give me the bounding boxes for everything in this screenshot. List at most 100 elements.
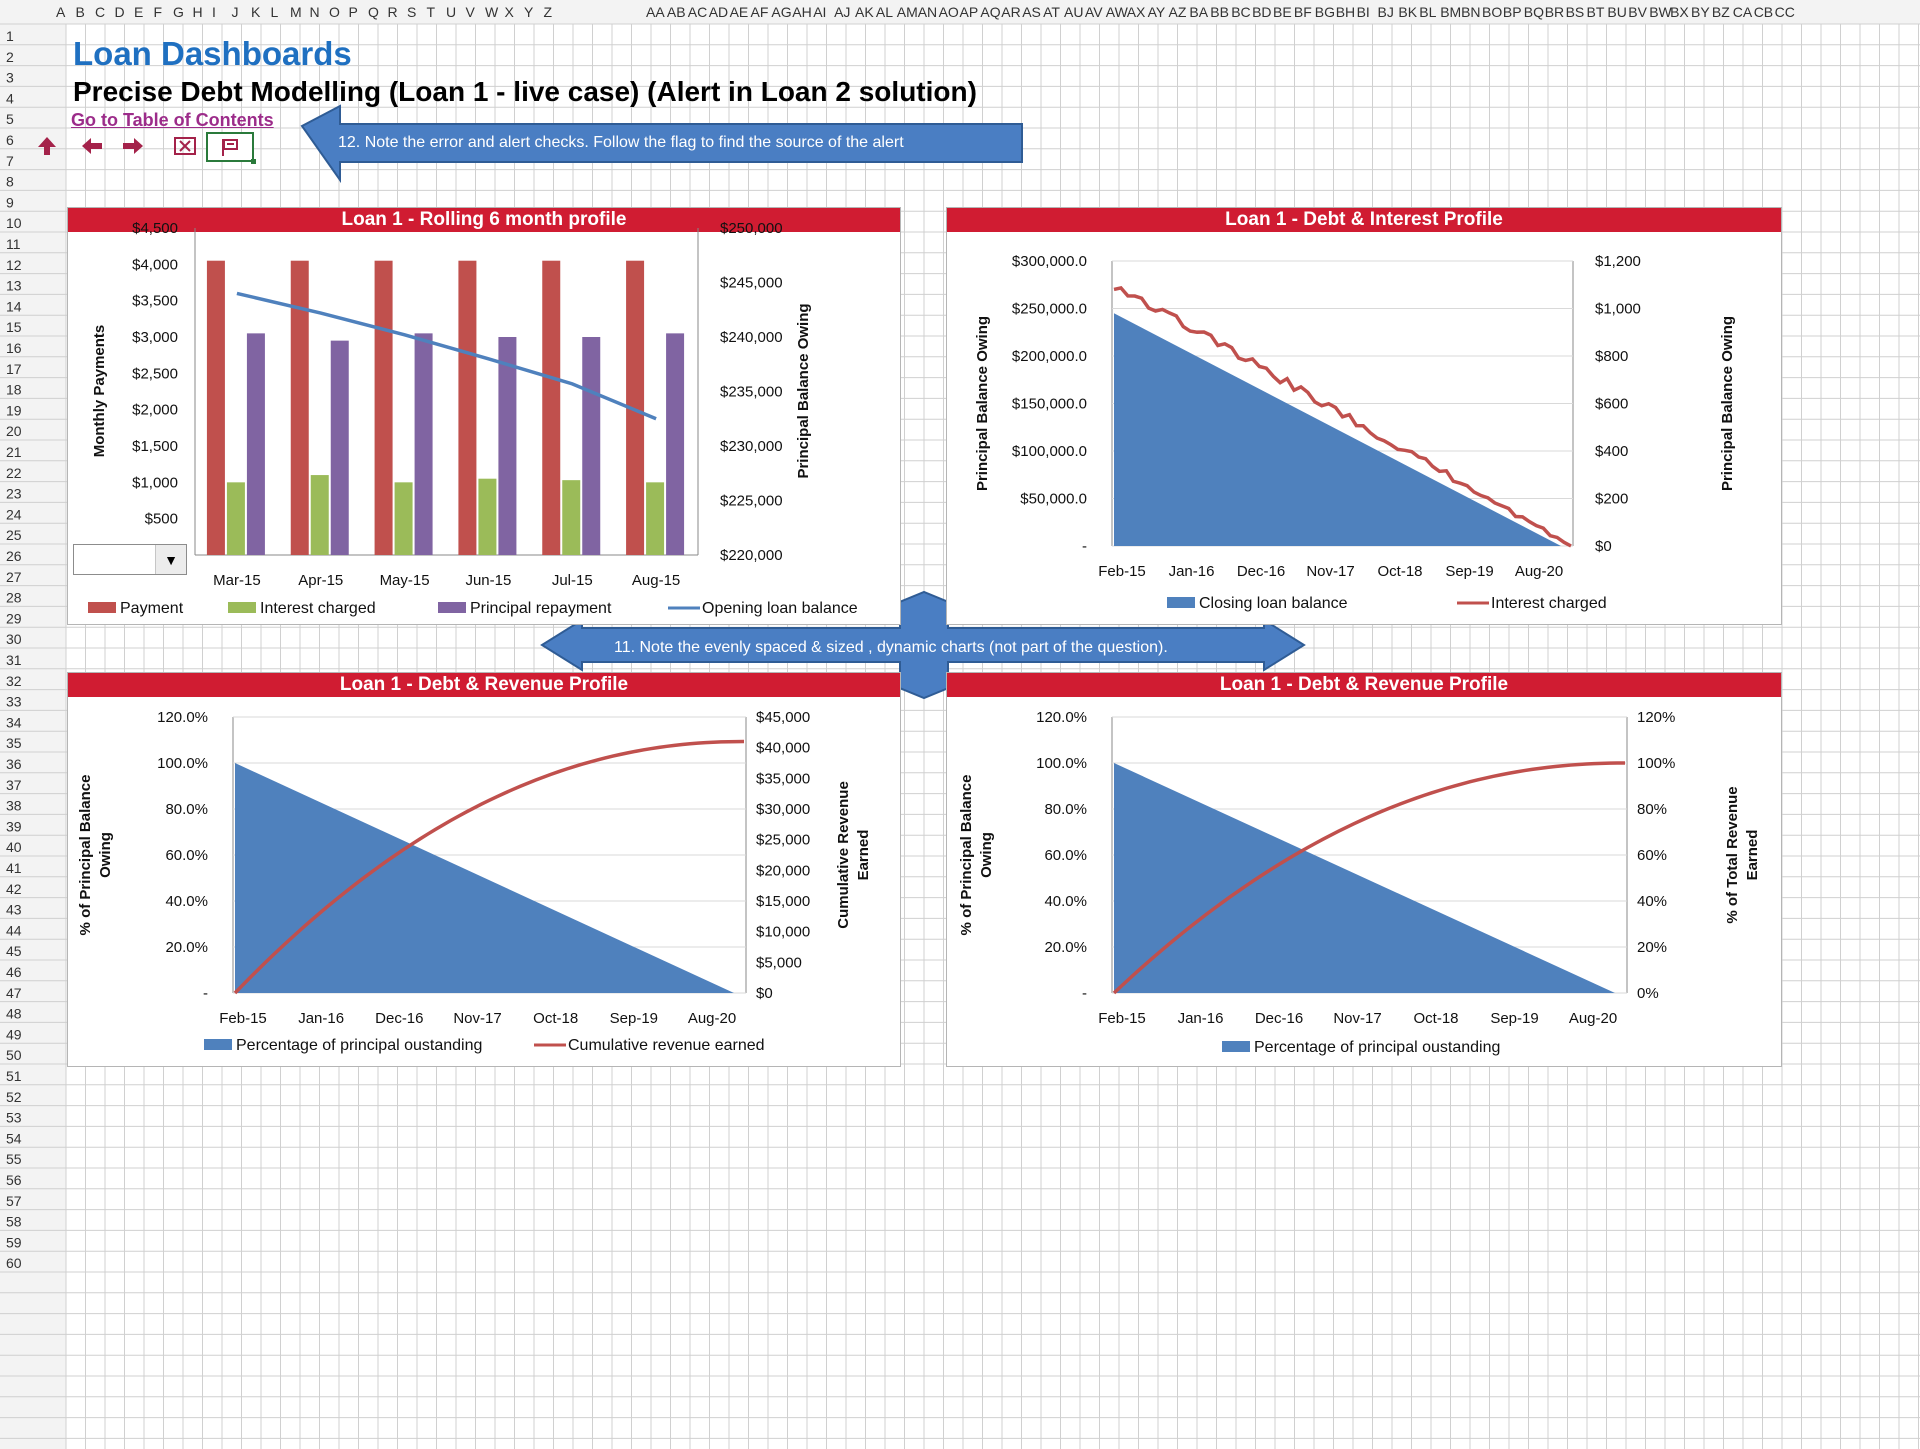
legend-swatch bbox=[88, 602, 116, 613]
tick-label: $45,000 bbox=[756, 709, 810, 726]
tick-label: $35,000 bbox=[756, 770, 810, 787]
tick-label: 120.0% bbox=[1036, 709, 1087, 726]
tick-label: Sep-19 bbox=[1490, 1010, 1538, 1027]
line-cumulative-revenue-earned bbox=[1112, 761, 1626, 995]
tick-label: $0 bbox=[756, 985, 773, 1002]
bar-payment bbox=[542, 260, 561, 555]
tick-label: $500 bbox=[145, 511, 178, 528]
column-header-label: AX bbox=[1127, 4, 1146, 20]
tick-label: Feb-15 bbox=[219, 1010, 267, 1027]
row-header-label: 22 bbox=[6, 465, 22, 481]
row-header-label: 59 bbox=[6, 1234, 22, 1250]
bar-principal-repayment bbox=[414, 333, 433, 555]
row-header-label: 5 bbox=[6, 111, 14, 127]
row-header-label: 10 bbox=[6, 215, 22, 231]
next-sheet-button[interactable] bbox=[116, 132, 150, 160]
row-header-label: 57 bbox=[6, 1193, 22, 1209]
arrow-up-icon bbox=[38, 137, 56, 155]
row-header-label: 24 bbox=[6, 506, 22, 522]
column-header-label: S bbox=[407, 4, 416, 20]
tick-label: $100,000.0 bbox=[1012, 443, 1087, 460]
row-header-label: 30 bbox=[6, 631, 22, 647]
column-header-label: AS bbox=[1022, 4, 1041, 20]
go-up-button[interactable] bbox=[30, 132, 64, 160]
column-header-label: AY bbox=[1148, 4, 1166, 20]
bar-interest-charged bbox=[646, 482, 665, 555]
tick-label: Jan-16 bbox=[1178, 1010, 1224, 1027]
column-header-label: AT bbox=[1043, 4, 1060, 20]
column-header-label: BR bbox=[1545, 4, 1564, 20]
debt-revenue-chart-2[interactable]: - 20.0% 40.0% 60.0% 80.0% 100.0% 120.0% 0% 20% 40… bbox=[947, 673, 1781, 1066]
callout-arrow-top bbox=[300, 104, 1023, 184]
column-header-label: BS bbox=[1566, 4, 1585, 20]
row-header-label: 14 bbox=[6, 298, 22, 314]
previous-sheet-button[interactable] bbox=[75, 132, 109, 160]
chart-panel-debt-revenue-2[interactable]: Loan 1 - Debt & Revenue Profile - 20.0% 40… bbox=[946, 672, 1782, 1067]
column-header-label: AI bbox=[813, 4, 826, 20]
tick-label: Jan-16 bbox=[298, 1010, 344, 1027]
tick-label: Oct-18 bbox=[1413, 1010, 1458, 1027]
tick-label: $25,000 bbox=[756, 832, 810, 849]
legend-label: Principal repayment bbox=[470, 600, 612, 617]
tick-label: 20.0% bbox=[165, 939, 208, 956]
tick-label: Jul-15 bbox=[552, 572, 593, 589]
tick-label: $3,000 bbox=[132, 329, 178, 346]
debt-interest-chart[interactable]: - $50,000.0 $100,000.0 $150,000.0 $200,000.0… bbox=[947, 208, 1781, 624]
row-header-label: 12 bbox=[6, 257, 22, 273]
alert-flag-button[interactable] bbox=[206, 132, 256, 164]
row-header-label: 7 bbox=[6, 153, 14, 169]
row-header-label: 15 bbox=[6, 319, 22, 335]
column-header-label: CC bbox=[1775, 4, 1795, 20]
debt-revenue-chart-1[interactable]: - 20.0% 40.0% 60.0% 80.0% 100.0% 120.0% $0 $5,00… bbox=[68, 673, 900, 1066]
row-header-label: 17 bbox=[6, 361, 22, 377]
row-header-label: 27 bbox=[6, 569, 22, 585]
chevron-down-icon[interactable]: ▼ bbox=[155, 545, 186, 574]
row-header-label: 60 bbox=[6, 1255, 22, 1271]
column-header-label: BZ bbox=[1712, 4, 1730, 20]
legend-label: Cumulative revenue earned bbox=[568, 1037, 765, 1054]
period-dropdown[interactable]: ▼ bbox=[73, 544, 187, 575]
row-header-label: 52 bbox=[6, 1089, 22, 1105]
tick-label: $2,000 bbox=[132, 402, 178, 419]
rolling-profile-chart[interactable]: $4,500 $4,000 $3,500 $3,000 $2,500 $2,000 $1,5… bbox=[68, 208, 900, 624]
row-header-label: 49 bbox=[6, 1026, 22, 1042]
row-header-label: 18 bbox=[6, 382, 22, 398]
tick-label: $230,000 bbox=[720, 438, 783, 455]
callout-text-middle: 11. Note the evenly spaced & sized , dyn… bbox=[614, 639, 1168, 656]
tick-label: Sep-19 bbox=[610, 1010, 658, 1027]
chart-title: Loan 1 - Debt & Revenue Profile bbox=[68, 673, 900, 697]
row-header-label: 55 bbox=[6, 1151, 22, 1167]
row-header-label: 3 bbox=[6, 70, 14, 86]
tick-label: 120% bbox=[1637, 709, 1675, 726]
column-header-label: AQ bbox=[980, 4, 1000, 20]
column-header-label: BN bbox=[1461, 4, 1480, 20]
tick-label: 80.0% bbox=[1044, 801, 1087, 818]
tick-label: $50,000.0 bbox=[1020, 491, 1087, 508]
chart-panel-debt-revenue-1[interactable]: Loan 1 - Debt & Revenue Profile - 20.0% 40… bbox=[67, 672, 901, 1067]
legend-label: Interest charged bbox=[1491, 595, 1607, 612]
row-header-label: 28 bbox=[6, 590, 22, 606]
chart-panel-debt-interest[interactable]: Loan 1 - Debt & Interest Profile - $50,00… bbox=[946, 207, 1782, 625]
column-header-label: K bbox=[251, 4, 261, 20]
legend-swatch bbox=[438, 602, 466, 613]
column-header-label: P bbox=[349, 4, 358, 20]
row-header-label: 33 bbox=[6, 694, 22, 710]
y-axis-label: Owing bbox=[978, 832, 995, 878]
chart-panel-rolling-profile[interactable]: Loan 1 - Rolling 6 month profile $4,500 $… bbox=[67, 207, 901, 625]
column-header-label: V bbox=[466, 4, 476, 20]
y-axis-label: Monthly Payments bbox=[91, 325, 108, 458]
line-cumulative-revenue-earned bbox=[233, 739, 745, 995]
column-header-label: AK bbox=[855, 4, 874, 20]
column-header-label: BD bbox=[1252, 4, 1271, 20]
tick-label: Dec-16 bbox=[1255, 1010, 1303, 1027]
tick-label: - bbox=[1082, 985, 1087, 1002]
chart-title: Loan 1 - Debt & Interest Profile bbox=[947, 208, 1781, 232]
tick-label: $235,000 bbox=[720, 384, 783, 401]
column-header-label: AJ bbox=[834, 4, 850, 20]
column-header-label: CB bbox=[1754, 4, 1773, 20]
error-check-button[interactable] bbox=[168, 132, 202, 160]
table-of-contents-link[interactable]: Go to Table of Contents bbox=[71, 110, 274, 130]
y2-axis-label: Principal Balance Owing bbox=[1719, 316, 1736, 491]
row-header-label: 32 bbox=[6, 673, 22, 689]
y-axis-label: Principal Balance Owing bbox=[974, 316, 991, 491]
